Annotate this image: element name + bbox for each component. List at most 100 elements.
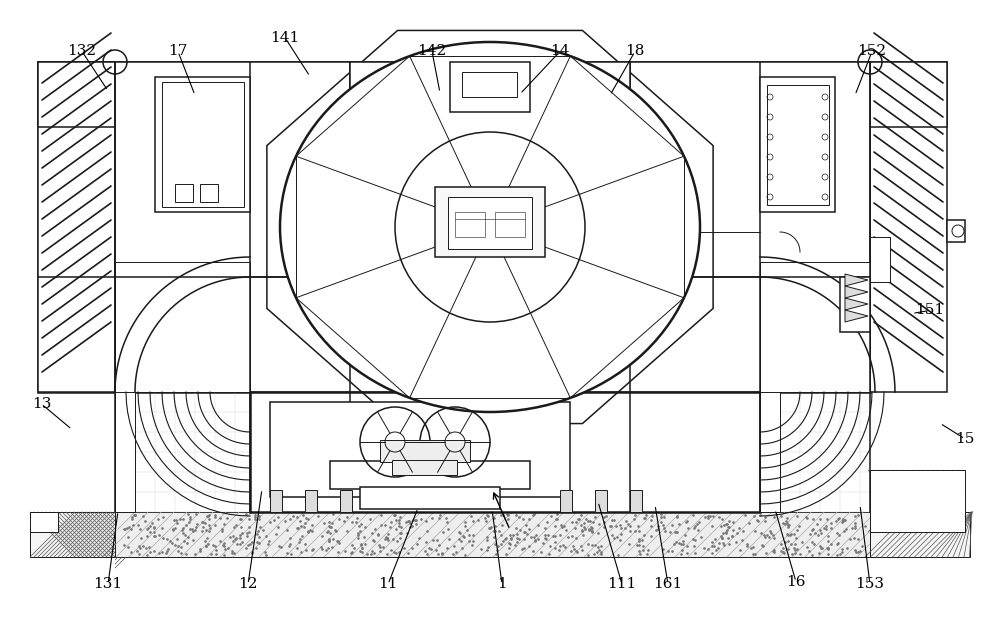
Point — [820, 532, 836, 542]
Point — [578, 514, 594, 524]
Point — [574, 544, 590, 554]
Point — [431, 540, 447, 551]
Point — [169, 519, 185, 529]
Point — [674, 545, 690, 555]
Point — [756, 530, 772, 540]
Point — [576, 522, 592, 532]
Point — [428, 545, 444, 555]
Point — [457, 521, 473, 531]
Point — [129, 545, 145, 556]
Point — [182, 514, 198, 524]
Point — [805, 524, 821, 534]
Point — [704, 537, 720, 547]
Point — [232, 530, 248, 540]
Point — [401, 516, 417, 526]
Point — [721, 539, 737, 549]
Point — [266, 515, 282, 525]
Point — [581, 524, 597, 534]
Point — [402, 522, 418, 532]
Point — [847, 521, 863, 531]
Point — [655, 544, 671, 554]
Point — [419, 526, 435, 536]
Point — [247, 510, 263, 520]
Point — [165, 524, 181, 534]
Point — [537, 532, 553, 542]
Point — [583, 522, 599, 532]
Point — [732, 545, 748, 555]
Point — [765, 546, 781, 556]
Point — [830, 538, 846, 548]
Point — [525, 546, 541, 556]
Point — [514, 544, 530, 554]
Point — [590, 542, 606, 552]
Point — [714, 533, 730, 543]
Point — [251, 514, 267, 524]
Point — [366, 548, 382, 558]
Point — [248, 543, 264, 553]
Point — [172, 514, 188, 524]
Point — [321, 534, 337, 544]
Point — [228, 520, 244, 530]
Point — [693, 532, 709, 542]
Point — [391, 547, 407, 557]
Point — [747, 549, 763, 559]
Point — [323, 522, 339, 532]
Point — [201, 510, 217, 520]
Bar — [435, 187, 545, 257]
Point — [528, 530, 544, 540]
Point — [511, 534, 527, 544]
Point — [344, 517, 360, 527]
Point — [252, 522, 268, 532]
Point — [648, 525, 664, 535]
Point — [807, 527, 823, 537]
Point — [606, 515, 622, 525]
Point — [812, 525, 828, 535]
Point — [432, 510, 448, 520]
Point — [724, 532, 740, 542]
Point — [778, 515, 794, 525]
Point — [583, 525, 599, 535]
Point — [551, 545, 567, 555]
Point — [844, 523, 860, 533]
Point — [234, 537, 250, 547]
Point — [282, 514, 298, 524]
Point — [489, 545, 505, 555]
Point — [423, 544, 439, 554]
Point — [116, 540, 132, 550]
Point — [268, 529, 284, 539]
Point — [226, 522, 242, 532]
Point — [418, 537, 434, 547]
Point — [173, 547, 189, 557]
Point — [813, 544, 829, 554]
Point — [120, 542, 136, 552]
Point — [746, 512, 762, 522]
Point — [179, 538, 195, 548]
Point — [479, 510, 495, 520]
Point — [372, 542, 388, 552]
Point — [298, 545, 314, 555]
Point — [799, 542, 815, 552]
Point — [673, 549, 689, 559]
Point — [669, 512, 685, 522]
Point — [823, 517, 839, 527]
Point — [835, 515, 851, 525]
Point — [757, 517, 773, 527]
Text: 131: 131 — [93, 577, 123, 591]
Point — [130, 520, 146, 530]
Point — [386, 547, 402, 557]
Point — [232, 514, 248, 524]
Point — [380, 529, 396, 539]
Point — [159, 545, 175, 556]
Point — [180, 532, 196, 542]
Point — [704, 522, 720, 532]
Point — [716, 540, 732, 551]
Point — [613, 523, 629, 533]
Point — [653, 517, 669, 527]
Point — [777, 537, 793, 547]
Point — [453, 536, 469, 546]
Point — [560, 532, 576, 542]
Point — [419, 549, 435, 559]
Point — [155, 533, 171, 543]
Point — [375, 542, 391, 552]
Point — [820, 543, 836, 553]
